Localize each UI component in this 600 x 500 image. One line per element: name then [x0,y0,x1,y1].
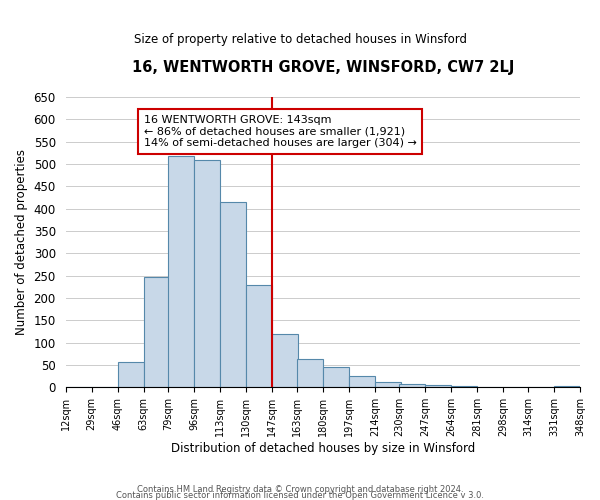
Bar [451,386,478,388]
X-axis label: Distribution of detached houses by size in Winsford: Distribution of detached houses by size … [170,442,475,455]
Bar [425,385,451,388]
Bar [323,367,349,388]
Title: 16, WENTWORTH GROVE, WINSFORD, CW7 2LJ: 16, WENTWORTH GROVE, WINSFORD, CW7 2LJ [131,60,514,75]
Bar [375,382,401,388]
Bar [272,334,298,388]
Bar [297,359,323,388]
Bar [246,285,272,388]
Bar [220,202,246,388]
Bar [554,386,580,388]
Bar [349,376,375,388]
Y-axis label: Number of detached properties: Number of detached properties [15,149,28,335]
Bar [168,156,194,388]
Bar [194,160,220,388]
Bar [400,384,425,388]
Text: 16 WENTWORTH GROVE: 143sqm
← 86% of detached houses are smaller (1,921)
14% of s: 16 WENTWORTH GROVE: 143sqm ← 86% of deta… [143,115,416,148]
Bar [143,278,170,388]
Text: Contains public sector information licensed under the Open Government Licence v : Contains public sector information licen… [116,490,484,500]
Text: Contains HM Land Registry data © Crown copyright and database right 2024.: Contains HM Land Registry data © Crown c… [137,484,463,494]
Bar [118,362,143,388]
Text: Size of property relative to detached houses in Winsford: Size of property relative to detached ho… [133,32,467,46]
